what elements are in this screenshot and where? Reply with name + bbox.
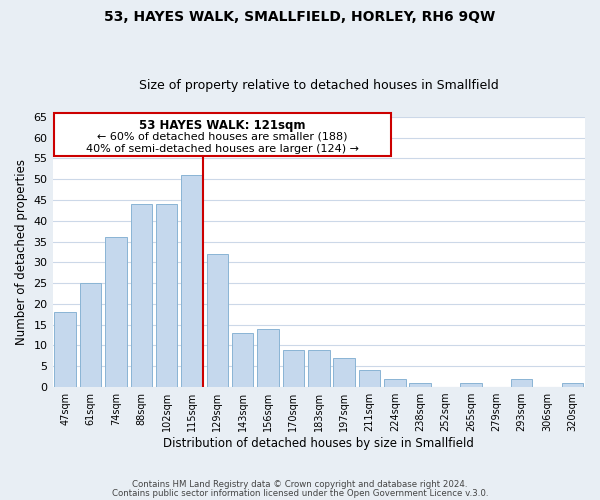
Text: Contains public sector information licensed under the Open Government Licence v.: Contains public sector information licen…	[112, 490, 488, 498]
Bar	[283, 350, 304, 387]
Bar	[206, 254, 228, 387]
Text: ← 60% of detached houses are smaller (188): ← 60% of detached houses are smaller (18…	[97, 132, 347, 141]
Text: 53 HAYES WALK: 121sqm: 53 HAYES WALK: 121sqm	[139, 119, 305, 132]
Y-axis label: Number of detached properties: Number of detached properties	[15, 159, 28, 345]
Text: 53, HAYES WALK, SMALLFIELD, HORLEY, RH6 9QW: 53, HAYES WALK, SMALLFIELD, HORLEY, RH6 …	[104, 10, 496, 24]
Bar	[232, 333, 253, 387]
Bar	[80, 283, 101, 387]
Bar	[334, 358, 355, 387]
Bar	[359, 370, 380, 387]
Bar	[562, 383, 583, 387]
Bar	[105, 238, 127, 387]
Bar	[409, 383, 431, 387]
Bar	[181, 175, 203, 387]
Bar	[308, 350, 329, 387]
Bar	[156, 204, 178, 387]
Bar	[257, 329, 279, 387]
Title: Size of property relative to detached houses in Smallfield: Size of property relative to detached ho…	[139, 79, 499, 92]
Bar	[460, 383, 482, 387]
FancyBboxPatch shape	[54, 112, 391, 156]
Bar	[384, 379, 406, 387]
Bar	[131, 204, 152, 387]
Text: Contains HM Land Registry data © Crown copyright and database right 2024.: Contains HM Land Registry data © Crown c…	[132, 480, 468, 489]
Bar	[511, 379, 532, 387]
Text: 40% of semi-detached houses are larger (124) →: 40% of semi-detached houses are larger (…	[86, 144, 359, 154]
Bar	[55, 312, 76, 387]
X-axis label: Distribution of detached houses by size in Smallfield: Distribution of detached houses by size …	[163, 437, 474, 450]
